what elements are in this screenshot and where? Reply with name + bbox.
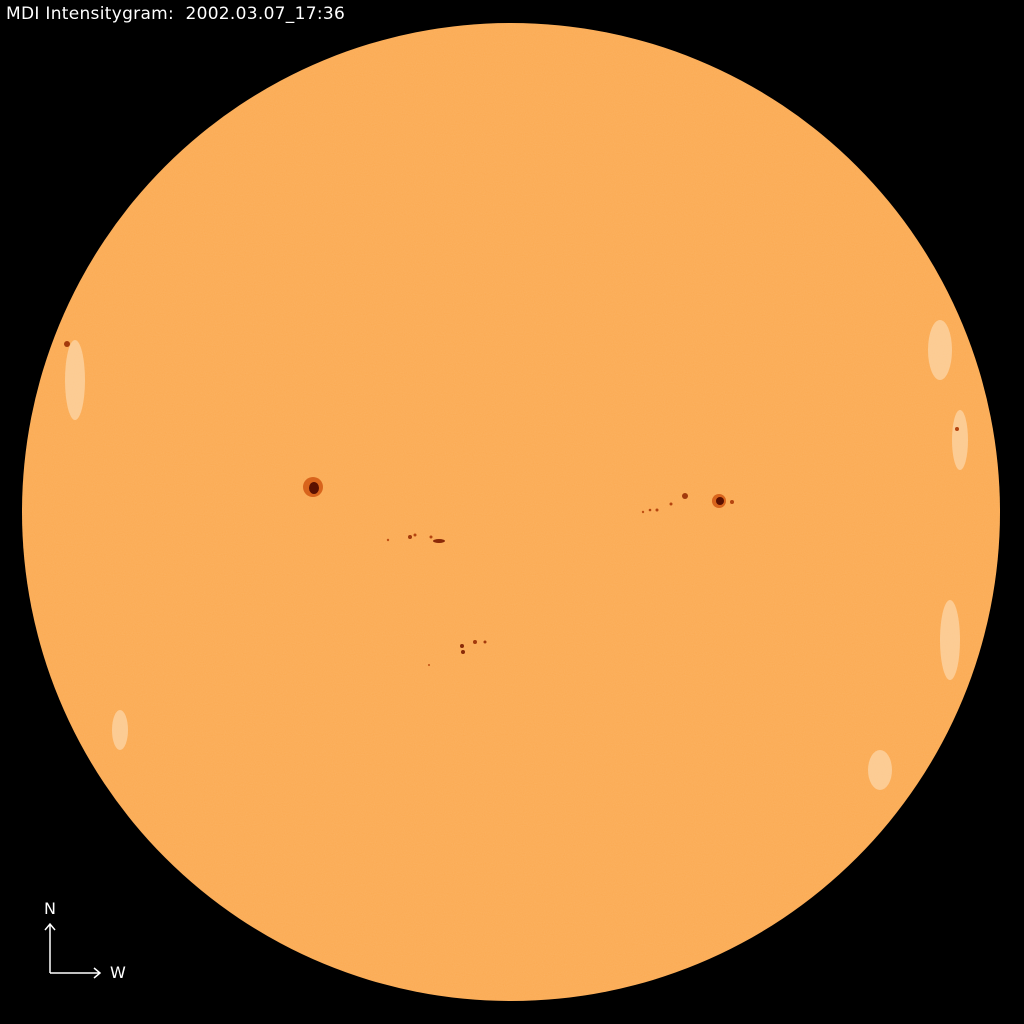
sunspot-group-south xyxy=(428,640,487,666)
compass-arrows xyxy=(44,922,102,979)
west-arrow-icon xyxy=(50,967,102,979)
image-title: MDI Intensitygram: 2002.03.07_17:36 xyxy=(6,4,346,24)
sunspot-limb-west xyxy=(955,427,959,431)
faculae xyxy=(65,320,968,790)
sunspots xyxy=(64,341,959,666)
sunspot-group-center xyxy=(386,533,445,543)
sunspot-large-east xyxy=(303,477,323,497)
sunspot-limb-east xyxy=(64,341,70,347)
north-arrow-icon xyxy=(44,922,56,973)
compass-west-label: W xyxy=(110,963,126,982)
compass-north-label: N xyxy=(44,899,56,918)
sunspot-west xyxy=(641,493,734,514)
